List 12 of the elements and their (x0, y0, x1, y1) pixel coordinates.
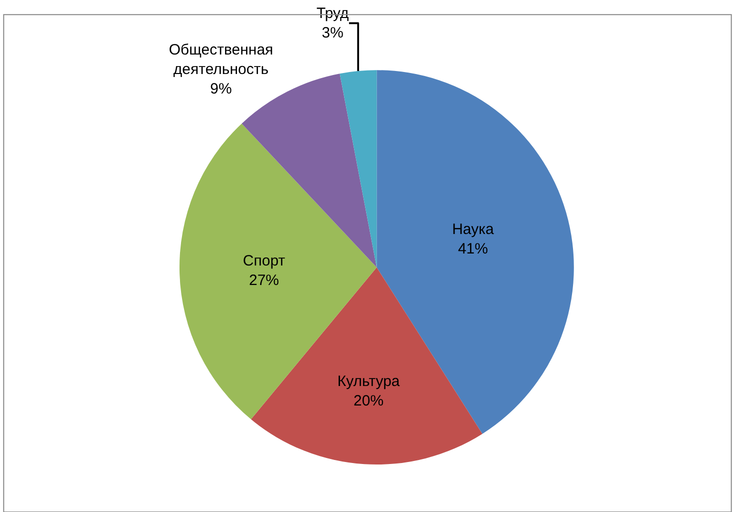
slice-label: Спорт (242, 252, 286, 270)
pie-slice (250, 267, 482, 464)
data-label: 41% (458, 240, 488, 258)
data-label: 20% (354, 392, 384, 410)
data-label: 27% (248, 272, 280, 290)
slice-label: Труд (316, 4, 350, 22)
slice-label: Общественная деятельность (168, 41, 274, 78)
slice-label: Наука (452, 221, 494, 238)
data-label: 9% (210, 80, 232, 98)
slice-label: Культура (337, 373, 400, 390)
data-label: 3% (322, 24, 344, 42)
pie-slice (340, 70, 377, 268)
